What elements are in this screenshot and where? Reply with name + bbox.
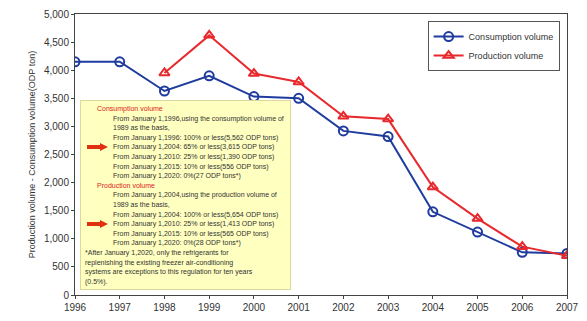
svg-text:2,500: 2,500 [44,149,69,160]
svg-text:2002: 2002 [332,302,355,313]
svg-text:0: 0 [63,290,69,301]
svg-text:1,000: 1,000 [44,233,69,244]
svg-text:Consumption volume: Consumption volume [469,32,554,42]
svg-text:2003: 2003 [377,302,400,313]
svg-text:2004: 2004 [422,302,445,313]
html-text:From January 1,2004: 65% or le: From January 1,2004: 65% or less(3,615 O… [113,143,275,151]
svg-text:1997: 1997 [109,302,132,313]
html-text:(0.5%).: (0.5%). [85,277,108,285]
svg-text:1998: 1998 [153,302,176,313]
svg-text:1,500: 1,500 [44,205,69,216]
html-text:systems are exceptions to this: systems are exceptions to this regulatio… [85,268,253,276]
html-text:From January 1,2015: 10% or le: From January 1,2015: 10% or less(565 ODP… [113,229,269,237]
html-text:1989 as the basis,: 1989 as the basis, [113,124,170,132]
html-text:From January 1,1996: 100% or l: From January 1,1996: 100% or less(5,562 … [113,133,279,141]
svg-text:2006: 2006 [511,302,534,313]
svg-text:3,500: 3,500 [44,93,69,104]
html-text:From January 1,2015: 10% or le: From January 1,2015: 10% or less(556 ODP… [113,162,269,170]
html-text:1989 as the basis,: 1989 as the basis, [113,200,170,208]
svg-text:Production volume - Consumptio: Production volume - Consumption volume(O… [27,51,37,258]
html-text:*After January 1,2020, only th: *After January 1,2020, only the refriger… [85,248,229,256]
html-text:From January 1,2004,using the: From January 1,2004,using the production… [113,191,277,199]
svg-text:500: 500 [52,261,69,272]
html-text:From January 1,1996,using the: From January 1,1996,using the consumptio… [113,114,284,122]
html-text:From January 1,2004: 100% or l: From January 1,2004: 100% or less(5,654 … [113,210,279,218]
html-text:From January 1,2020: 0%(28 ODP: From January 1,2020: 0%(28 ODP tons*) [113,239,241,247]
svg-text:3,000: 3,000 [44,121,69,132]
html-text:From January 1,2010: 25% or le: From January 1,2010: 25% or less(1,413 O… [113,220,275,228]
svg-text:5,000: 5,000 [44,9,69,20]
svg-text:Production volume: Production volume [469,51,544,61]
svg-text:2001: 2001 [288,302,311,313]
svg-text:2007: 2007 [556,302,579,313]
html-text:Production volume: Production volume [97,181,155,189]
svg-text:2005: 2005 [466,302,489,313]
html-text:Consumption volume: Consumption volume [97,105,163,112]
svg-text:4,000: 4,000 [44,65,69,76]
svg-text:1999: 1999 [198,302,221,313]
html-text:replenishing the existing free: replenishing the existing freezer air-co… [85,258,234,266]
svg-text:2000: 2000 [243,302,266,313]
html-text:From January 1,2010: 25% or le: From January 1,2010: 25% or less(1,390 O… [113,153,275,160]
svg-text:2,000: 2,000 [44,177,69,188]
svg-text:1996: 1996 [64,302,87,313]
svg-text:4,500: 4,500 [44,37,69,48]
html-text:From January 1,2020: 0%(27 ODP: From January 1,2020: 0%(27 ODP tons*) [113,172,241,180]
